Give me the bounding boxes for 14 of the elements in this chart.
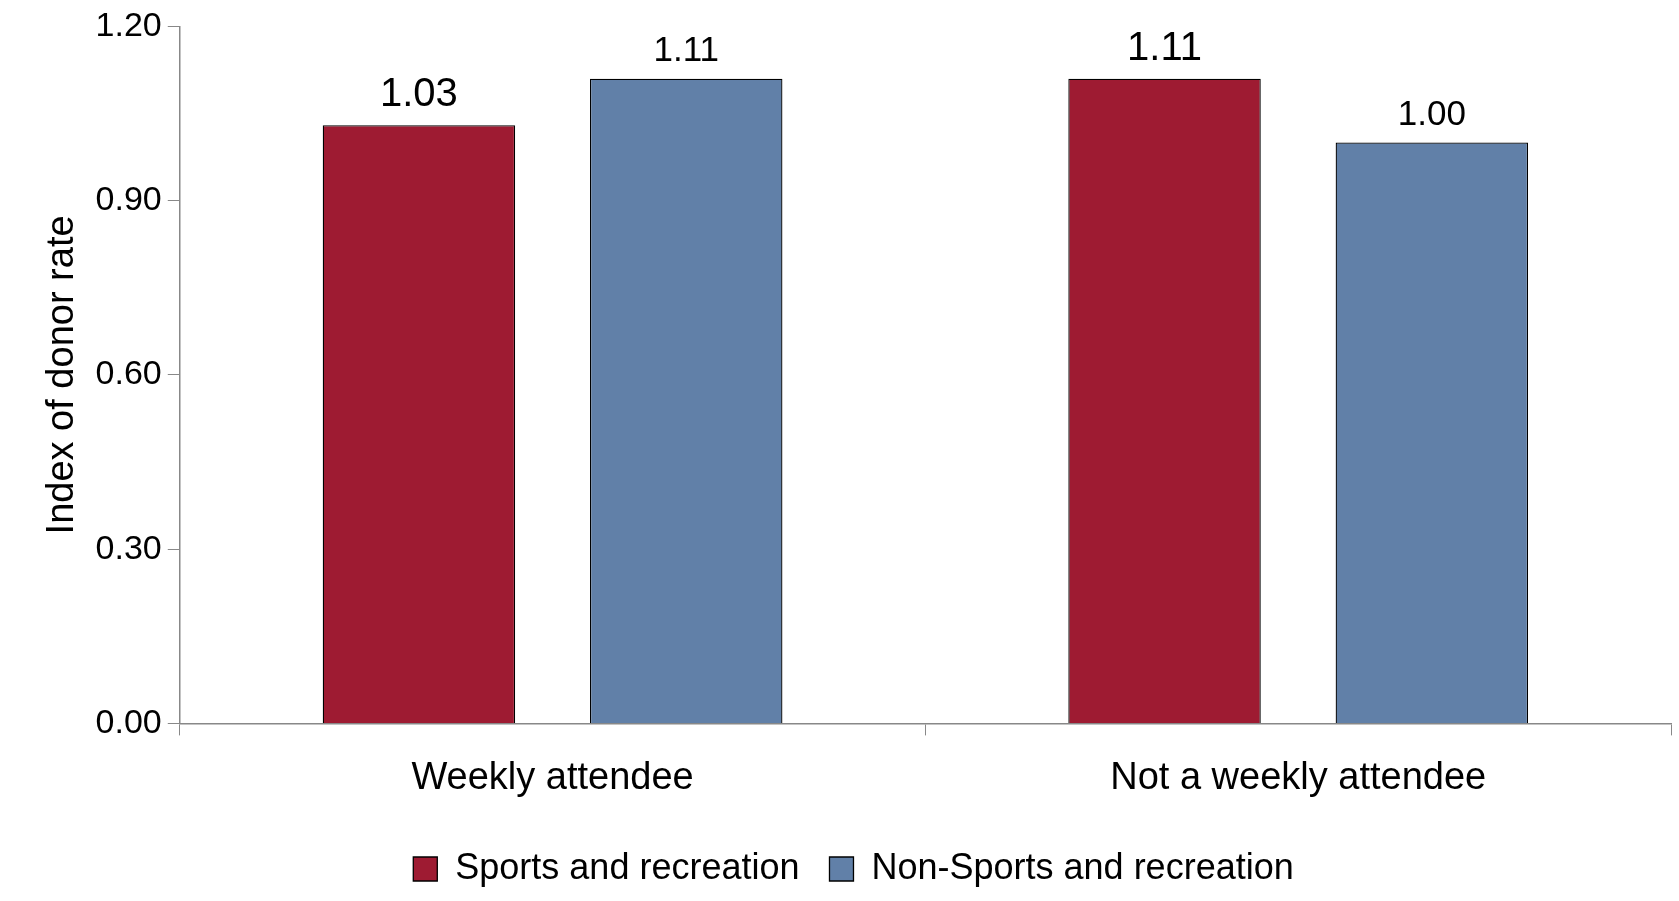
y-tick-label: 0.60 (95, 353, 162, 392)
data-label: 1.03 (380, 70, 458, 115)
legend-label: Non-Sports and recreation (871, 845, 1294, 887)
y-tick-label: 0.30 (95, 527, 162, 566)
data-label: 1.00 (1397, 92, 1466, 132)
y-tick-label: 0.90 (95, 179, 162, 218)
legend-label: Sports and recreation (455, 845, 800, 887)
data-label: 1.11 (653, 28, 719, 68)
y-axis-title: Index of donor rate (39, 215, 82, 535)
y-tick-label: 0.00 (95, 701, 162, 740)
x-tick-label: Not a weekly attendee (1110, 754, 1487, 797)
data-label: 1.11 (1127, 23, 1202, 68)
x-tick-label: Weekly attendee (411, 754, 694, 797)
y-tick-label: 1.20 (95, 4, 162, 43)
